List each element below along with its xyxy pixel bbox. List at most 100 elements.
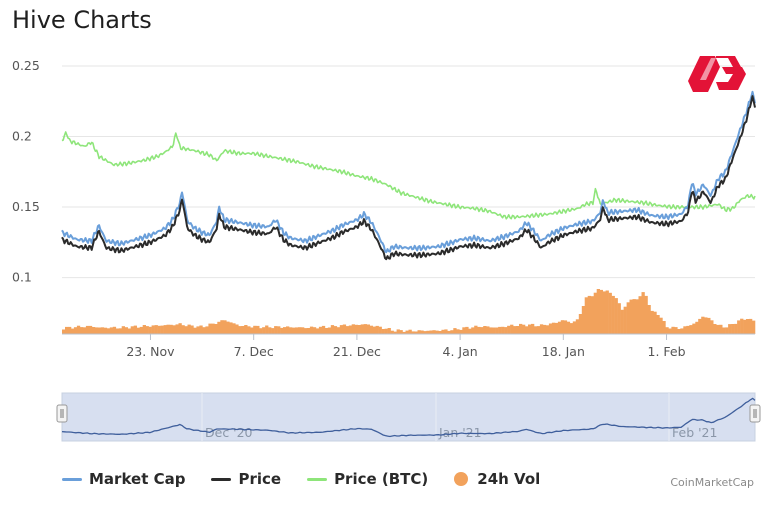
- legend-item-price[interactable]: Price: [211, 470, 281, 488]
- y-axis-ticks: 0.1 0.15 0.2 0.25: [12, 58, 40, 285]
- volume-bar: [722, 327, 726, 334]
- volume-bar: [438, 331, 442, 334]
- series-line-price[interactable]: [61, 95, 756, 261]
- volume-bar: [71, 328, 75, 334]
- volume-bar: [707, 317, 711, 334]
- volume-bar: [536, 326, 541, 334]
- volume-bar: [465, 326, 469, 334]
- volume-bar: [235, 324, 239, 334]
- volume-bar: [127, 328, 131, 334]
- line-series[interactable]: [61, 90, 756, 261]
- volume-bar: [531, 323, 535, 334]
- volume-bar: [474, 325, 478, 334]
- volume-bar: [130, 326, 134, 334]
- volume-bar: [390, 330, 394, 334]
- volume-bar: [441, 329, 445, 334]
- volume-bar: [647, 305, 651, 334]
- volume-bar: [301, 327, 305, 334]
- legend-item-24h-vol[interactable]: 24h Vol: [454, 470, 540, 488]
- volume-bar: [363, 324, 367, 334]
- volume-bar: [542, 324, 547, 334]
- navigator-left-handle[interactable]: [56, 404, 68, 423]
- volume-bar: [516, 326, 520, 334]
- y-tick-label: 0.15: [12, 199, 40, 214]
- volume-bar: [312, 327, 317, 334]
- volume-bar: [351, 324, 355, 334]
- volume-bar: [214, 324, 218, 334]
- volume-bar: [208, 323, 212, 334]
- volume-bar: [689, 325, 693, 334]
- volume-bar: [677, 329, 681, 334]
- volume-bar: [420, 330, 424, 334]
- volume-bar: [286, 326, 290, 334]
- volume-bar: [277, 326, 281, 334]
- volume-bar: [563, 320, 568, 334]
- page-title: Hive Charts: [12, 6, 152, 34]
- volume-bar: [387, 328, 391, 334]
- volume-bar: [184, 326, 188, 334]
- volume-bar: [142, 325, 146, 334]
- legend-label: Market Cap: [89, 470, 186, 488]
- volume-bar: [396, 329, 400, 334]
- volume-bar: [354, 324, 358, 334]
- x-tick-label: 18. Jan: [542, 344, 585, 359]
- volume-bar: [306, 328, 311, 334]
- volume-bar: [575, 319, 580, 334]
- volume-bar: [596, 289, 600, 334]
- volume-bar: [259, 328, 263, 334]
- volume-bar: [333, 326, 338, 334]
- volume-bar: [483, 326, 487, 334]
- volume-bar: [453, 328, 457, 334]
- volume-bar: [357, 325, 361, 334]
- volume-bar: [599, 289, 603, 334]
- volume-bar: [557, 321, 562, 334]
- volume-bar: [644, 295, 648, 334]
- volume-bar: [417, 330, 421, 334]
- volume-bar: [629, 299, 633, 334]
- volume-bar: [315, 328, 320, 334]
- series-line-price_btc[interactable]: [61, 131, 756, 220]
- volume-bar: [336, 327, 341, 334]
- volume-bar: [551, 322, 556, 334]
- legend-label: 24h Vol: [477, 470, 541, 488]
- volume-bar: [695, 321, 699, 334]
- legend-line-icon: [62, 477, 82, 481]
- volume-bar: [366, 324, 370, 334]
- volume-bar: [605, 290, 609, 334]
- x-tick-label: 7. Dec: [234, 344, 274, 359]
- navigator-selection: [61, 392, 756, 442]
- volume-bar: [498, 326, 502, 334]
- volume-bar: [211, 323, 215, 334]
- volume-bar: [492, 327, 496, 334]
- volume-bar: [674, 327, 678, 334]
- volume-bar: [133, 325, 137, 334]
- volume-bar: [109, 327, 114, 334]
- volume-bar: [740, 318, 744, 334]
- volume-bar: [384, 328, 388, 334]
- volume-bar: [124, 327, 128, 334]
- credit-link[interactable]: CoinMarketCap: [670, 476, 754, 489]
- legend-item-price-btc[interactable]: Price (BTC): [307, 470, 428, 488]
- volume-bar: [480, 327, 484, 334]
- volume-bar: [566, 321, 571, 334]
- volume-bar: [659, 317, 663, 334]
- series-line-market_cap[interactable]: [61, 90, 756, 254]
- volume-bar: [280, 327, 284, 334]
- volume-bar: [435, 330, 439, 334]
- legend-dot-icon: [454, 472, 469, 486]
- navigator-right-handle[interactable]: [749, 404, 761, 423]
- volume-bar: [611, 295, 615, 334]
- volume-bar: [348, 325, 353, 334]
- volume-bar: [632, 299, 636, 334]
- volume-bar: [525, 326, 529, 334]
- volume-series[interactable]: [62, 289, 756, 334]
- volume-bar: [196, 326, 200, 334]
- volume-bar: [115, 328, 120, 334]
- volume-bar: [590, 296, 594, 334]
- volume-bar: [468, 328, 472, 334]
- volume-bar: [324, 328, 329, 334]
- volume-bar: [193, 327, 197, 334]
- navigator[interactable]: Dec '20 Jan '21 Feb '21: [56, 392, 761, 442]
- legend-item-market-cap[interactable]: Market Cap: [62, 470, 185, 488]
- volume-bar: [289, 327, 293, 334]
